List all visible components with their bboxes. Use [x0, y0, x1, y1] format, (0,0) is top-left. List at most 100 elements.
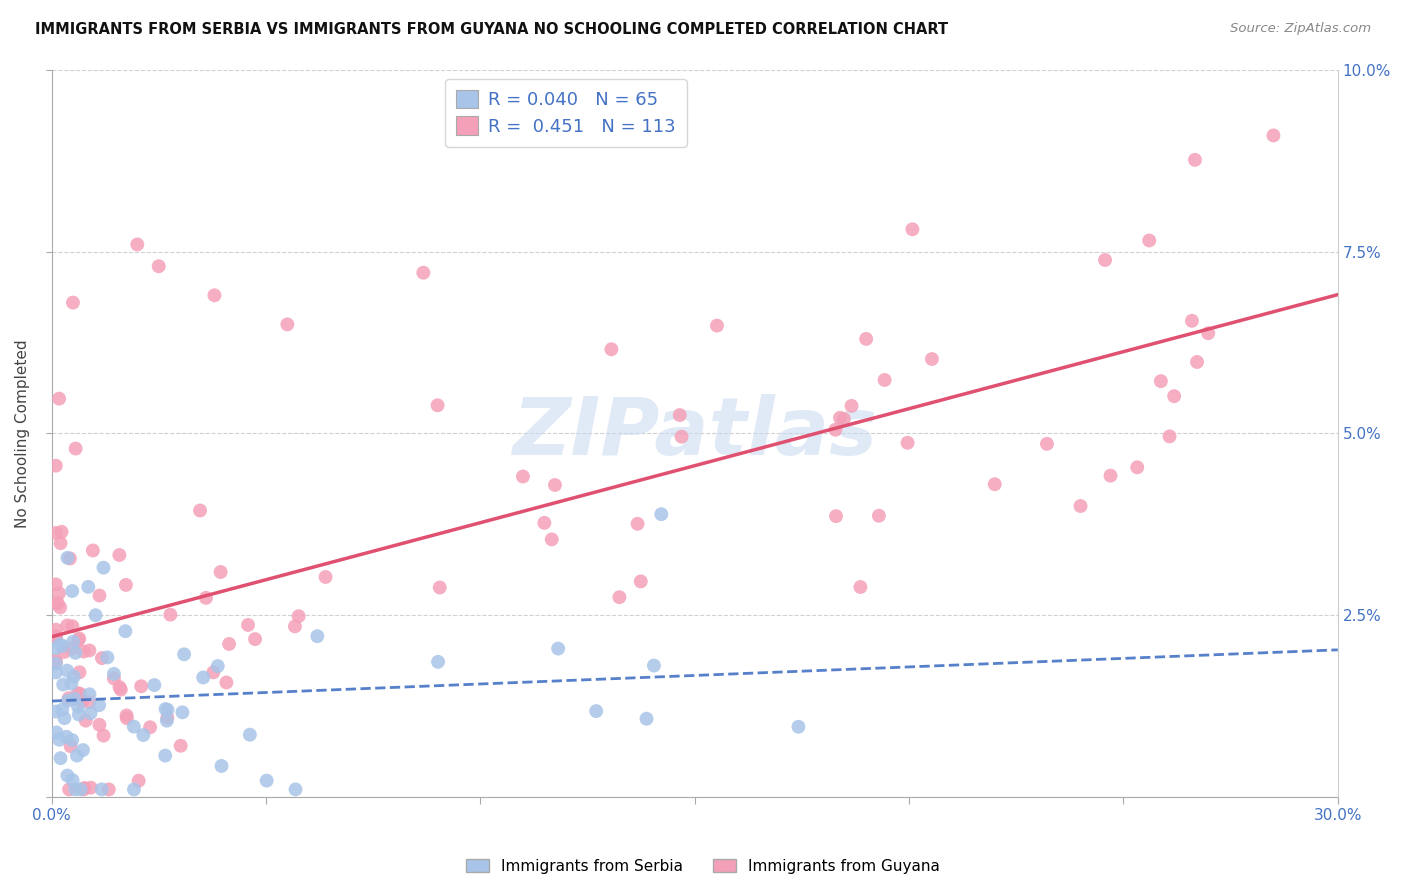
Point [1185, 355, 1208, 369]
Point [110, 682, 132, 697]
Point [69, 782, 91, 797]
Point [72, 743, 94, 757]
Point [855, 332, 877, 346]
Point [626, 516, 648, 531]
Point [79, 695, 101, 709]
Point [49, 638, 72, 652]
Point [412, 266, 434, 280]
Point [128, 773, 150, 788]
Point [77, 580, 100, 594]
Point [79, 687, 101, 701]
Point [122, 720, 145, 734]
Point [75, 714, 97, 728]
Point [65, 646, 87, 660]
Y-axis label: No Schooling Completed: No Schooling Completed [15, 339, 30, 528]
Point [59, 739, 82, 754]
Point [97, 782, 120, 797]
Point [828, 410, 851, 425]
Point [67, 707, 90, 722]
Point [1181, 314, 1204, 328]
Point [56, 550, 79, 565]
Point [921, 352, 943, 367]
Point [1070, 499, 1092, 513]
Point [73, 780, 96, 795]
Point [211, 759, 233, 773]
Point [143, 678, 166, 692]
Point [108, 680, 131, 694]
Point [60, 584, 83, 599]
Point [108, 548, 131, 562]
Point [787, 720, 810, 734]
Point [1036, 437, 1059, 451]
Point [1263, 128, 1285, 143]
Point [202, 665, 225, 680]
Point [45, 665, 67, 680]
Point [630, 574, 652, 589]
Point [93, 560, 115, 574]
Point [45, 654, 67, 668]
Point [215, 675, 238, 690]
Point [89, 589, 111, 603]
Point [173, 648, 195, 662]
Point [63, 691, 86, 706]
Text: IMMIGRANTS FROM SERBIA VS IMMIGRANTS FROM GUYANA NO SCHOOLING COMPLETED CORRELAT: IMMIGRANTS FROM SERBIA VS IMMIGRANTS FRO… [35, 22, 948, 37]
Point [67, 632, 90, 646]
Point [79, 706, 101, 720]
Point [1094, 252, 1116, 267]
Point [103, 666, 125, 681]
Point [636, 712, 658, 726]
Point [832, 412, 855, 426]
Point [58, 782, 80, 797]
Point [72, 645, 94, 659]
Point [643, 658, 665, 673]
Point [427, 655, 450, 669]
Point [52, 677, 75, 691]
Point [195, 591, 218, 605]
Point [51, 703, 73, 717]
Point [547, 641, 569, 656]
Point [60, 676, 83, 690]
Point [315, 570, 337, 584]
Point [65, 782, 87, 797]
Point [69, 665, 91, 680]
Point [209, 565, 232, 579]
Text: Source: ZipAtlas.com: Source: ZipAtlas.com [1230, 22, 1371, 36]
Point [1163, 389, 1185, 403]
Point [540, 533, 562, 547]
Point [204, 288, 226, 302]
Point [52, 639, 75, 653]
Point [1137, 234, 1160, 248]
Point [122, 782, 145, 797]
Legend: Immigrants from Serbia, Immigrants from Guyana: Immigrants from Serbia, Immigrants from … [460, 853, 946, 880]
Point [148, 259, 170, 273]
Point [82, 543, 104, 558]
Point [89, 718, 111, 732]
Point [84, 608, 107, 623]
Point [901, 222, 924, 236]
Point [115, 711, 138, 725]
Point [89, 698, 111, 713]
Point [114, 624, 136, 639]
Point [66, 686, 89, 700]
Point [1126, 460, 1149, 475]
Point [45, 577, 67, 591]
Point [51, 524, 73, 539]
Point [65, 442, 87, 456]
Point [55, 730, 77, 744]
Point [533, 516, 555, 530]
Legend: R = 0.040   N = 65, R =  0.451   N = 113: R = 0.040 N = 65, R = 0.451 N = 113 [446, 79, 688, 146]
Point [170, 739, 193, 753]
Point [218, 637, 240, 651]
Point [53, 645, 76, 659]
Point [69, 687, 91, 701]
Point [172, 706, 194, 720]
Point [62, 619, 84, 633]
Point [284, 619, 307, 633]
Point [96, 650, 118, 665]
Point [53, 711, 76, 725]
Point [668, 408, 690, 422]
Point [825, 509, 848, 524]
Point [46, 596, 69, 610]
Point [62, 634, 84, 648]
Point [193, 670, 215, 684]
